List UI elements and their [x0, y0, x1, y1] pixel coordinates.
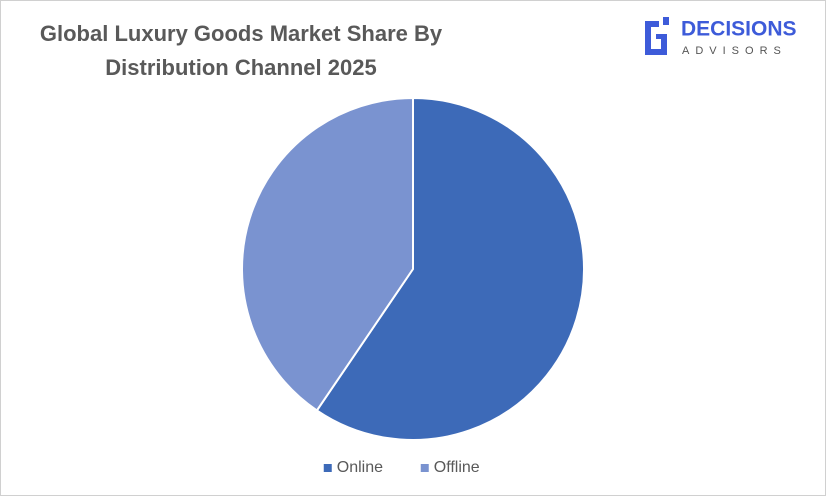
legend-label: Offline: [434, 459, 480, 476]
legend-swatch: [323, 464, 332, 472]
pie-slice: [241, 96, 414, 412]
logo-tagline: ADVISORS: [682, 45, 787, 57]
logo-icon: [645, 21, 667, 55]
logo-name: DECISIONS: [681, 18, 797, 41]
chart-title: Global Luxury Goods Market Share By Dist…: [39, 21, 443, 80]
legend-label: Online: [337, 459, 383, 476]
legend-swatch: [420, 464, 429, 472]
pie-slice: [315, 96, 585, 441]
logo: DECISIONS ADVISORS: [645, 17, 797, 57]
logo-icon-dot: [663, 17, 669, 25]
